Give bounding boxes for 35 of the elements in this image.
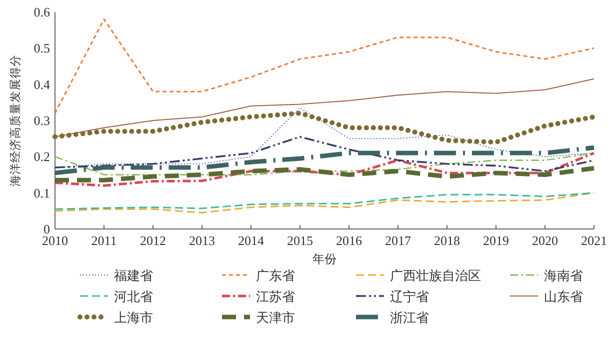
legend-label: 辽宁省: [390, 289, 429, 305]
x-tick-label: 2011: [91, 233, 117, 248]
legend-label: 江苏省: [256, 290, 295, 305]
line-series: [54, 78, 594, 138]
y-axis-title: 海洋经济高质量发展得分: [8, 54, 22, 186]
x-tick-label: 2019: [483, 233, 509, 248]
line-series: [54, 152, 596, 187]
x-tick-label: 2014: [238, 233, 264, 248]
x-tick-label: 2016: [336, 233, 362, 248]
legend-label: 浙江省: [390, 311, 429, 326]
x-tick-label: 2017: [385, 233, 412, 248]
line-series: [54, 192, 595, 214]
y-tick-label: 0.5: [34, 40, 50, 56]
y-tick-label: 0.4: [34, 76, 50, 92]
y-tick-label: 0.2: [34, 149, 50, 164]
x-tick-label: 2020: [532, 233, 558, 248]
legend-label: 河北省: [114, 290, 153, 305]
legend-label: 福建省: [114, 269, 153, 284]
x-tick-label: 2018: [434, 233, 460, 248]
legend-label: 广西壮族自治区: [390, 269, 481, 284]
legend-label: 海南省: [544, 269, 583, 284]
x-axis-title: 年份: [312, 252, 336, 266]
x-tick-label: 2013: [189, 233, 215, 248]
legend-label: 广东省: [256, 269, 295, 284]
y-tick-label: 0.1: [34, 185, 50, 200]
legend-label: 山东省: [544, 290, 583, 305]
x-tick-label: 2012: [140, 233, 166, 248]
line-series: [52, 145, 596, 176]
y-tick-label: 0.6: [34, 4, 50, 20]
x-tick-label: 2021: [581, 233, 607, 248]
y-tick-label: 0.3: [34, 113, 50, 128]
x-tick-label: 2015: [287, 233, 313, 248]
legend-label: 上海市: [114, 311, 153, 326]
legend-label: 天津市: [256, 311, 295, 326]
line-series: [54, 18, 595, 114]
